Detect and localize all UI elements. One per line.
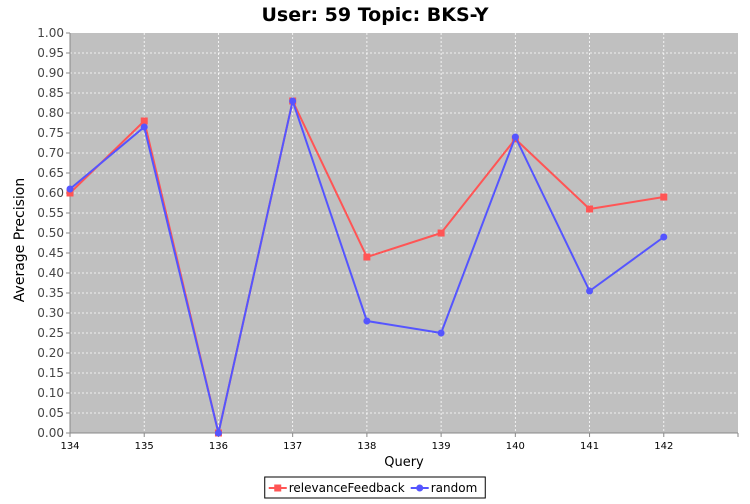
data-point-random: [511, 133, 519, 141]
y-tick-label: 0.00: [37, 426, 64, 440]
series-layer: [66, 97, 668, 437]
x-tick-label: 136: [209, 441, 228, 452]
y-tick-label: 0.55: [37, 206, 64, 220]
y-tick-label: 0.35: [37, 286, 64, 300]
y-tick-label: 0.15: [37, 366, 64, 380]
y-tick-label: 1.00: [37, 26, 64, 40]
data-point-random: [660, 233, 668, 241]
x-tick-label: 141: [580, 441, 599, 452]
y-tick-label: 0.90: [37, 66, 64, 80]
y-tick-label: 0.75: [37, 126, 64, 140]
grid-lines: [70, 33, 738, 433]
y-tick-label: 0.30: [37, 306, 64, 320]
legend-marker-random: [416, 484, 424, 492]
data-point-random: [437, 329, 445, 337]
y-tick-label: 0.20: [37, 346, 64, 360]
y-axis-label: Average Precision: [12, 178, 28, 302]
legend-label-random: random: [431, 481, 478, 495]
y-tick-label: 0.80: [37, 106, 64, 120]
data-point-relevancefeedback: [66, 189, 74, 197]
data-point-relevancefeedback: [437, 229, 445, 237]
y-tick-label: 0.60: [37, 186, 64, 200]
x-tick-label: 140: [506, 441, 525, 452]
x-tick-label: 142: [654, 441, 673, 452]
x-tick-label: 137: [283, 441, 302, 452]
legend-item-relevancefeedback: relevanceFeedback: [268, 481, 405, 495]
axes: 0.00 0.05 0.10 0.15 0.20 0.25 0.30 0.35 0.40 0.45…: [37, 26, 739, 452]
legend: relevanceFeedback random: [264, 476, 486, 499]
data-point-relevancefeedback: [363, 253, 371, 261]
x-axis-label: Query: [384, 455, 424, 470]
data-point-random: [66, 185, 74, 193]
data-point-random: [140, 123, 148, 131]
y-tick-label: 0.25: [37, 326, 64, 340]
y-tick-label: 0.40: [37, 266, 64, 280]
y-tick-label: 0.70: [37, 146, 64, 160]
y-tick-label: 0.45: [37, 246, 64, 260]
chart-title: User: 59 Topic: BKS-Y: [261, 4, 488, 26]
y-tick-label: 0.85: [37, 86, 64, 100]
legend-label-relevancefeedback: relevanceFeedback: [289, 481, 405, 495]
data-point-relevancefeedback: [140, 117, 148, 125]
y-tick-label: 0.50: [37, 226, 64, 240]
data-point-random: [586, 287, 594, 295]
y-tick-label: 0.05: [37, 406, 64, 420]
legend-marker-relevancefeedback: [274, 484, 282, 492]
y-tick-label: 0.95: [37, 46, 64, 60]
data-point-relevancefeedback: [660, 193, 668, 201]
y-tick-label: 0.10: [37, 386, 64, 400]
x-tick-label: 134: [60, 441, 79, 452]
legend-item-random: random: [410, 481, 478, 495]
x-tick-label: 138: [357, 441, 376, 452]
legend-box: [264, 476, 486, 499]
y-tick-label: 0.65: [37, 166, 64, 180]
data-point-random: [363, 317, 371, 325]
data-point-random: [289, 97, 297, 105]
x-tick-label: 135: [135, 441, 154, 452]
data-point-random: [214, 429, 222, 437]
data-point-relevancefeedback: [586, 205, 594, 213]
x-tick-label: 139: [432, 441, 451, 452]
